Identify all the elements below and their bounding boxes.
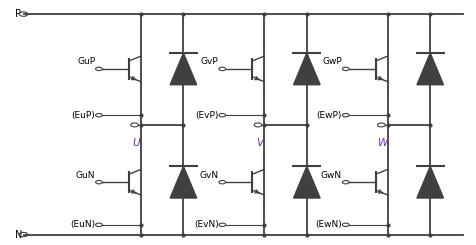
Text: N: N [15,230,22,240]
Text: GwP: GwP [322,58,342,66]
Polygon shape [170,166,197,198]
Text: P: P [15,9,21,19]
Text: (EwN): (EwN) [315,220,342,229]
Text: (EuP): (EuP) [71,111,95,120]
Text: GvP: GvP [201,58,218,66]
Text: (EuN): (EuN) [70,220,95,229]
Text: V: V [256,138,263,148]
Text: GwN: GwN [321,171,342,180]
Text: U: U [132,138,140,148]
Polygon shape [294,53,320,85]
Text: GvN: GvN [199,171,218,180]
Polygon shape [417,166,444,198]
Polygon shape [170,53,197,85]
Text: (EvN): (EvN) [194,220,218,229]
Polygon shape [294,166,320,198]
Text: (EwP): (EwP) [317,111,342,120]
Polygon shape [417,53,444,85]
Text: (EvP): (EvP) [195,111,218,120]
Text: GuP: GuP [77,58,95,66]
Text: W: W [377,138,388,148]
Text: GuN: GuN [76,171,95,180]
